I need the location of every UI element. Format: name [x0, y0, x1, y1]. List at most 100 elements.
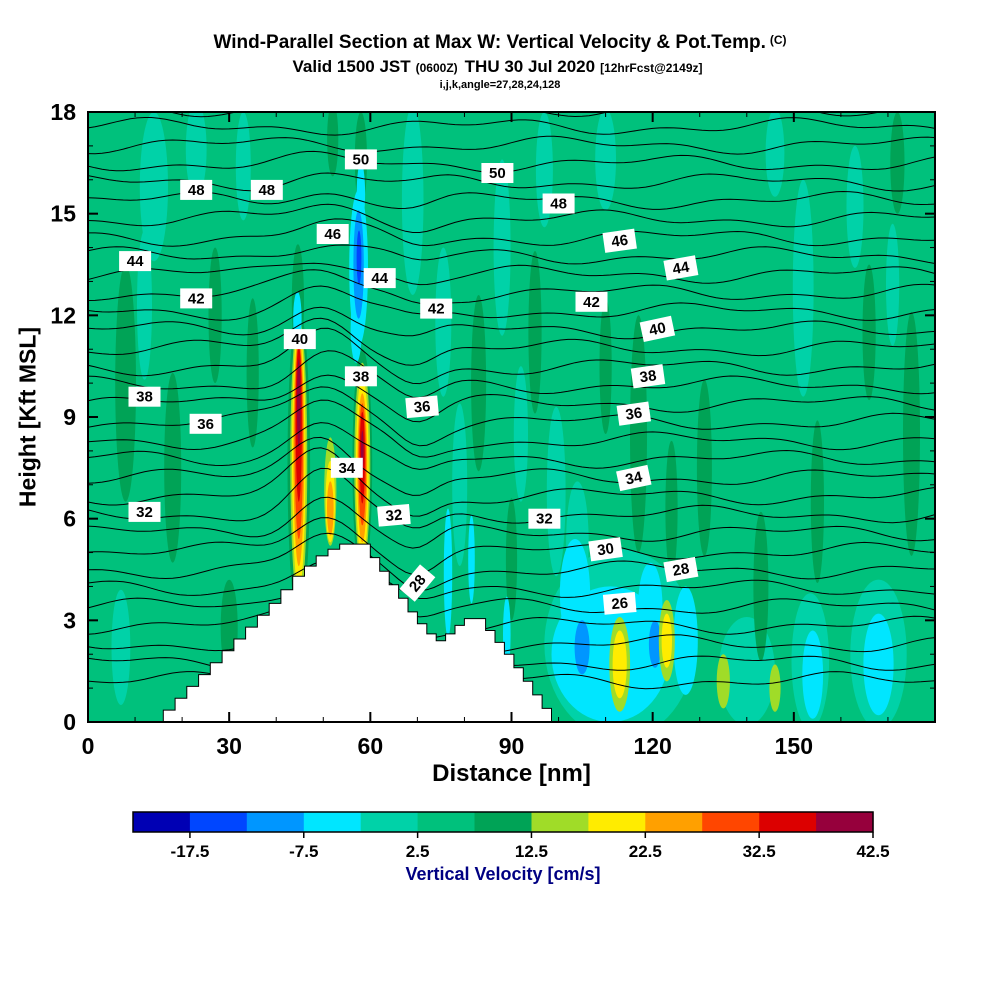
- y-tick-label: 18: [50, 99, 76, 125]
- field-blob: [890, 112, 905, 214]
- isentrope-line: [88, 386, 935, 447]
- chart-title-units: (C): [769, 33, 787, 47]
- isentrope-label: 42: [180, 288, 213, 309]
- isentrope-label-box: [363, 268, 396, 289]
- isentrope-label-text: 30: [596, 540, 615, 559]
- colorbar-label: 32.5: [743, 842, 776, 861]
- isentrope-line: [88, 135, 935, 155]
- isentrope-label-text: 36: [197, 416, 214, 433]
- isentrope-label-box: [542, 193, 575, 214]
- isentrope-line: [88, 190, 935, 210]
- field-blob: [862, 264, 876, 401]
- isentrope-line: [88, 203, 935, 233]
- isentrope-label-text: 26: [611, 595, 629, 613]
- isentrope-label-text: 34: [338, 460, 355, 477]
- isentrope-label: 38: [128, 386, 161, 407]
- field-blob: [327, 112, 339, 177]
- field-blob: [673, 586, 698, 695]
- field-blob: [792, 179, 814, 397]
- isentrope-label: 48: [250, 179, 283, 200]
- isentrope-label-box: [528, 508, 561, 529]
- isentrope-label-box: [575, 291, 608, 312]
- isentrope-label: 42: [420, 298, 453, 319]
- isentrope-label-box: [630, 364, 666, 389]
- field-blob: [208, 247, 222, 384]
- field-blob: [574, 620, 590, 675]
- isentrope-line: [88, 317, 935, 366]
- isentrope-label-text: 36: [624, 405, 643, 424]
- isentrope-label-text: 50: [489, 165, 506, 182]
- field-blob: [246, 298, 259, 448]
- isentrope-label-text: 40: [291, 331, 308, 348]
- isentrope-label-text: 46: [610, 232, 629, 251]
- field-blob: [528, 250, 542, 414]
- x-tick-label: 30: [216, 733, 242, 759]
- isentrope-label: 44: [663, 255, 699, 281]
- y-tick-label: 9: [63, 404, 76, 430]
- isentrope-label-box: [344, 149, 377, 170]
- field-blob: [471, 295, 487, 472]
- field-blob: [696, 379, 712, 556]
- isentrope-line: [88, 399, 935, 458]
- field-blob: [648, 620, 662, 668]
- isentrope-label: 36: [189, 413, 222, 434]
- colorbar-segment: [759, 812, 817, 832]
- y-tick-label: 0: [63, 709, 76, 735]
- field-blob: [111, 589, 131, 706]
- x-tick-label: 150: [775, 733, 813, 759]
- colorbar-segment: [417, 812, 476, 832]
- grid-params: i,j,k,angle=27,28,24,128: [439, 79, 561, 91]
- isentrope-label: 26: [602, 592, 637, 615]
- isentrope-line: [88, 615, 935, 654]
- field-blob: [863, 613, 894, 716]
- field-blob: [435, 247, 452, 397]
- isentrope-line: [88, 559, 935, 599]
- colorbar-frame: [132, 811, 874, 833]
- valid-time: Valid 1500 JST: [292, 57, 411, 76]
- isentrope-label: 40: [639, 315, 676, 343]
- isentrope-label: 50: [481, 163, 514, 183]
- terrain: [153, 543, 552, 722]
- isentrope-line: [88, 422, 935, 470]
- isentrope-label-text: 48: [258, 182, 275, 199]
- isentrope-label-box: [316, 224, 349, 244]
- x-tick-label: 0: [82, 733, 95, 759]
- isentrope-label: 32: [128, 501, 161, 522]
- colorbar-label: 12.5: [515, 842, 548, 861]
- isentrope-line: [88, 447, 935, 517]
- isentrope-label-text: 48: [188, 182, 205, 199]
- colorbar-label: 2.5: [406, 842, 430, 861]
- isentrope-label: 42: [575, 291, 608, 312]
- isentrope-label-box: [344, 366, 377, 387]
- isentrope-label: 48: [180, 179, 213, 200]
- isentrope-label: 38: [630, 364, 666, 389]
- field-blob: [612, 630, 627, 699]
- y-tick-label: 6: [63, 506, 76, 532]
- isentrope-label-box: [119, 251, 152, 272]
- isentrope-label-text: 42: [583, 294, 600, 311]
- field-blob: [185, 112, 207, 197]
- forecast-tag: [12hrFcst@2149z]: [600, 61, 703, 75]
- isentrope-label-box: [189, 413, 222, 434]
- isentrope-label: 50: [344, 149, 377, 170]
- isentrope-label: 36: [405, 395, 439, 419]
- isentrope-label-box: [616, 464, 652, 492]
- isentrope-label-box: [602, 228, 637, 253]
- isentrope-label: 40: [283, 329, 316, 350]
- isentrope-line: [88, 436, 935, 496]
- field-blob: [753, 511, 769, 661]
- field-blob: [665, 440, 678, 577]
- field-blob: [903, 311, 920, 556]
- isentrope-label-text: 42: [188, 290, 205, 307]
- isentrope-label-box: [180, 179, 213, 200]
- isentrope-label: 44: [119, 251, 152, 272]
- colorbar-segment: [588, 812, 646, 832]
- isentrope-line: [88, 350, 935, 399]
- isentrope-label-text: 38: [136, 389, 153, 406]
- field-blob: [468, 515, 475, 604]
- field-blob: [327, 481, 334, 536]
- colorbar-segment: [474, 812, 532, 832]
- isentrope-label-box: [399, 564, 436, 602]
- isentrope-label-box: [639, 315, 676, 343]
